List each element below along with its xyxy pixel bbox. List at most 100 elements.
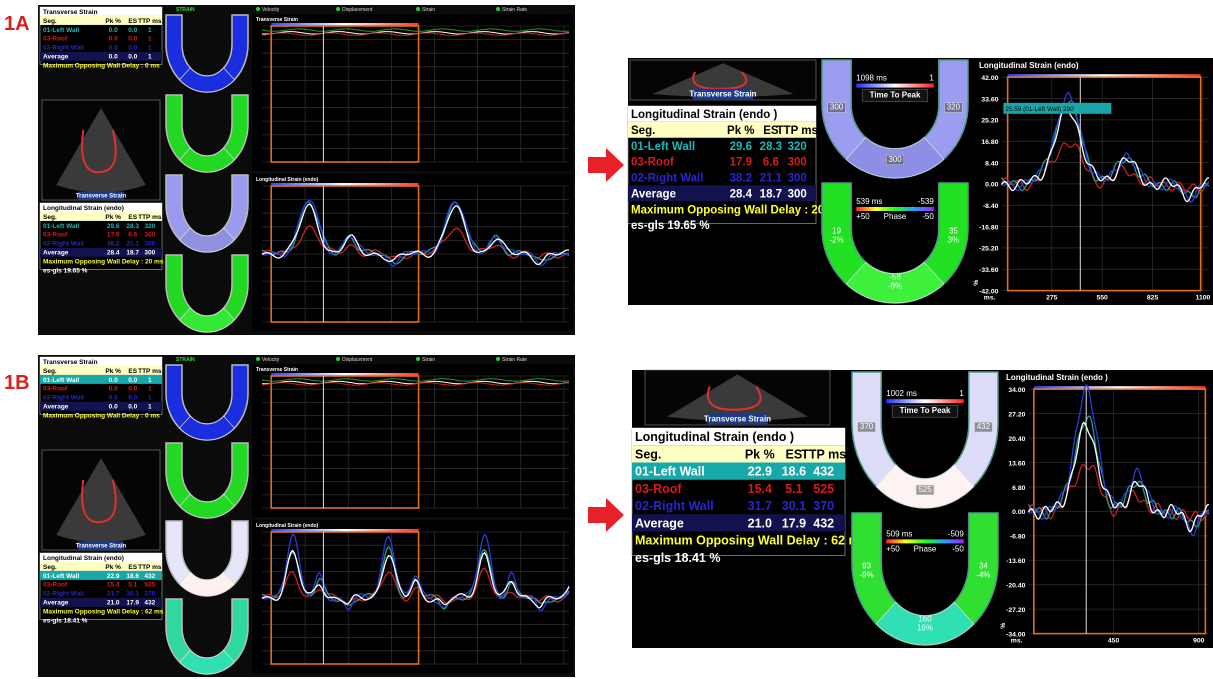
table-average: 21.0 <box>107 600 120 607</box>
table-title: Transverse Strain <box>43 359 98 366</box>
table-header: ES <box>786 447 803 461</box>
table-average: 18.7 <box>126 250 139 257</box>
table-header: TTP ms <box>801 447 846 461</box>
y-tick-label: 13.60 <box>1008 460 1025 467</box>
table-cell: 1 <box>148 36 152 43</box>
y-tick-label: -27.20 <box>1006 607 1025 614</box>
y-tick-label: -33.60 <box>979 267 998 274</box>
table-cell: 525 <box>144 582 155 589</box>
y-tick-label: 27.20 <box>1008 411 1025 418</box>
segment-label: 19 <box>832 226 841 235</box>
table-cell: 0.0 <box>128 377 137 384</box>
tab-label: Strain Rate <box>502 7 527 13</box>
table-cell: 03-Roof <box>43 232 68 239</box>
table-cell: 22.9 <box>107 573 120 580</box>
table-header: ES <box>128 564 137 571</box>
segment-label: 93 <box>862 561 871 570</box>
table-cell: 31.7 <box>107 591 120 598</box>
arrow <box>588 498 624 532</box>
table-header: Seg. <box>43 564 57 571</box>
table-average: 18.7 <box>760 188 782 200</box>
mode-label: STRAIN <box>176 7 195 13</box>
table-header: TTP ms <box>138 564 162 571</box>
x-tick-label: 825 <box>1147 294 1159 301</box>
table-cell: 1 <box>148 27 152 34</box>
table-cell: 300 <box>788 157 807 169</box>
table-cell: 29.6 <box>730 141 752 153</box>
table-header: Seg. <box>631 125 655 137</box>
table-header: Pk % <box>727 125 755 137</box>
table-cell: 0.0 <box>109 377 118 384</box>
ttp-color-bar <box>886 399 964 403</box>
phase-start: +50 <box>856 212 870 221</box>
ttp-max: 1 <box>959 389 964 398</box>
mode-label: STRAIN <box>176 357 195 363</box>
ttp-max: 1 <box>929 74 934 83</box>
table-cell: 1 <box>148 45 152 52</box>
y-tick-label: -20.40 <box>1006 583 1025 590</box>
table-header: TTP ms <box>138 18 162 25</box>
table-average: 432 <box>144 600 155 607</box>
table-cell: 5.1 <box>785 482 802 496</box>
phase-color-bar <box>856 207 934 211</box>
ttp-time: 1002 ms <box>886 389 917 398</box>
table-cell: 6.6 <box>763 157 779 169</box>
y-tick-label: 6.80 <box>1012 485 1025 492</box>
table-cell: 320 <box>788 141 807 153</box>
tab-label: Strain Rate <box>502 357 527 363</box>
wall-delay: Maximum Opposing Wall Delay : 0 ms <box>43 63 160 70</box>
y-tick-label: 20.40 <box>1008 436 1025 443</box>
table-average: 300 <box>144 250 155 257</box>
y-tick-label: -8.40 <box>983 203 999 210</box>
table-average: 1 <box>148 404 152 411</box>
table-cell: 28.3 <box>760 141 782 153</box>
tab-dot <box>336 7 340 11</box>
table-average: 0.0 <box>128 54 137 61</box>
table-average: 21.0 <box>748 516 772 530</box>
x-tick-label: 275 <box>1046 294 1058 301</box>
phase-end: -50 <box>952 544 964 553</box>
table-cell: 38.2 <box>107 241 120 248</box>
table-header: ES <box>128 368 137 375</box>
table-cell: 03-Roof <box>43 386 68 393</box>
tab-dot <box>256 357 260 361</box>
segment-label: -4% <box>976 570 990 579</box>
table-cell: 1 <box>148 395 152 402</box>
table-average: Average <box>635 516 684 530</box>
tab-dot <box>416 357 420 361</box>
tab-label: Strain <box>422 7 435 13</box>
y-unit: % <box>1000 623 1007 629</box>
gls-value: es-gls 19.65 % <box>43 268 88 275</box>
table-header: ES <box>128 18 137 25</box>
segment-label: 34 <box>979 561 988 570</box>
tab-dot <box>496 357 500 361</box>
y-tick-label: 25.20 <box>981 118 998 125</box>
table-header: ES <box>128 214 137 221</box>
phase-color-bar <box>886 539 964 543</box>
table-cell: 02-Right Wall <box>43 591 84 598</box>
table-cell: 370 <box>813 499 834 513</box>
chart-title: Longitudinal Strain (endo ) <box>1006 373 1108 382</box>
y-tick-label: 34.00 <box>1008 387 1025 394</box>
table-cell: 22.9 <box>748 465 772 479</box>
table-average: 28.4 <box>730 188 753 200</box>
table-average: 1 <box>148 54 152 61</box>
table-cell: 15.4 <box>107 582 120 589</box>
x-tick-label: 550 <box>1097 294 1109 301</box>
table-header: Pk % <box>745 447 775 461</box>
segment-label: 370 <box>860 422 874 431</box>
table-average: 300 <box>788 188 807 200</box>
wall-delay: Maximum Opposing Wall Delay : 20 ms <box>43 259 164 266</box>
segment-label: 160 <box>918 615 932 624</box>
table-cell: 1 <box>148 386 152 393</box>
table-cell: 02-Right Wall <box>635 499 714 513</box>
table-cell: 300 <box>144 232 155 239</box>
table-cell: 0.0 <box>109 386 118 393</box>
table-cell: 300 <box>144 241 155 248</box>
tab-label: Displacement <box>342 357 373 363</box>
table-cell: 01-Left Wall <box>43 27 79 34</box>
table-cell: 6.6 <box>128 232 137 239</box>
table-cell: 29.6 <box>107 223 120 230</box>
y-tick-label: 16.80 <box>981 139 998 146</box>
chart-title: Longitudinal Strain (endo) <box>256 523 319 529</box>
